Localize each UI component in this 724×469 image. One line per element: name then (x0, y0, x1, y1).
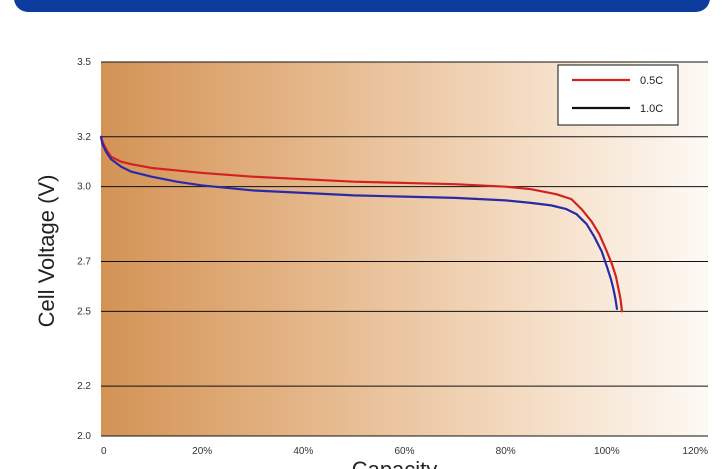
x-tick-label: 80% (496, 446, 516, 457)
y-tick-label: 3.5 (77, 57, 91, 68)
x-tick-label: 20% (192, 446, 212, 457)
y-tick-label: 2.7 (77, 256, 91, 267)
y-tick-label: 3.0 (77, 182, 91, 193)
top-banner (14, 0, 710, 12)
legend-box (557, 64, 679, 126)
y-axis-title: Cell Voltage (V) (34, 175, 59, 328)
y-tick-label: 2.0 (77, 431, 91, 442)
y-tick-label: 2.5 (77, 306, 91, 317)
series-line-1.0C (99, 135, 619, 310)
legend-label-1.0C: 1.0C (640, 103, 663, 115)
series-line-0.5C (99, 135, 624, 313)
x-tick-label: 60% (394, 446, 414, 457)
y-tick-label: 2.2 (77, 381, 91, 392)
x-tick-label: 0 (101, 446, 107, 457)
x-tick-label: 120% (682, 446, 708, 457)
x-tick-label: 40% (293, 446, 313, 457)
legend-label-0.5C: 0.5C (640, 75, 663, 87)
x-axis-title: Capacity (352, 457, 438, 469)
x-tick-label: 100% (594, 446, 620, 457)
y-tick-label: 3.2 (77, 132, 91, 143)
